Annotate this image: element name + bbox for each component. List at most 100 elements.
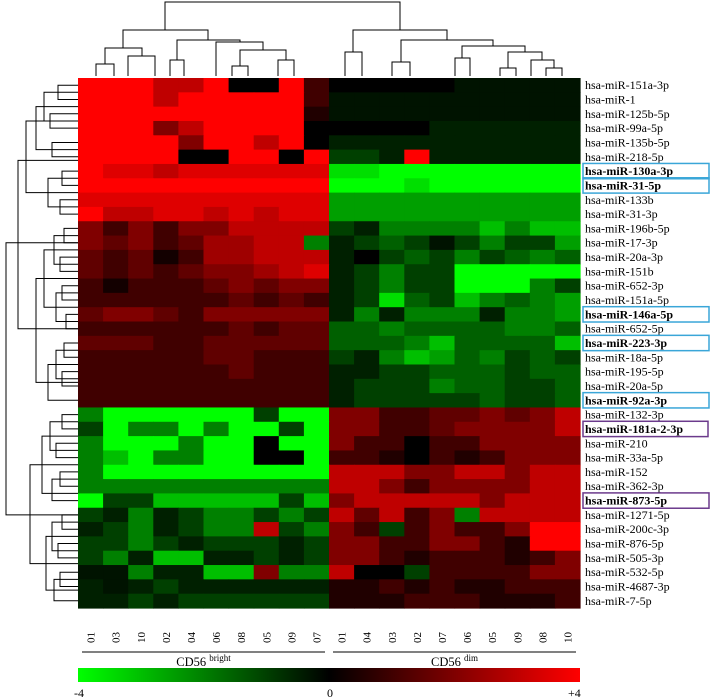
heatmap-cell — [78, 407, 104, 423]
heatmap-cell — [278, 335, 305, 351]
row-label: hsa-miR-132-3p — [585, 408, 664, 422]
heatmap-cell — [78, 378, 104, 394]
heatmap-cell — [153, 78, 179, 93]
heatmap-cell — [153, 335, 179, 351]
dendrogram-branch — [51, 478, 78, 502]
heatmap-cell — [203, 565, 230, 580]
heatmap-cell — [228, 106, 255, 122]
heatmap-cell — [554, 407, 581, 423]
group-labels: CD56 bright CD56 dim — [82, 651, 576, 669]
highlight-box — [582, 305, 710, 323]
row-label: hsa-miR-151a-5p — [585, 293, 669, 307]
heatmap-cell — [303, 149, 330, 165]
heatmap-cell — [303, 249, 330, 265]
heatmap-cell — [228, 307, 255, 323]
heatmap-cell — [128, 307, 154, 323]
heatmap-cell — [203, 235, 230, 251]
heatmap-cell — [78, 450, 104, 466]
heatmap-cell — [504, 364, 531, 380]
heatmap-cell — [203, 493, 230, 509]
heatmap-cell — [479, 507, 506, 523]
heatmap-cell — [454, 335, 481, 351]
heatmap-cell — [329, 350, 355, 366]
color-scale-label: -4 — [74, 686, 84, 700]
heatmap-cell — [454, 407, 481, 423]
heatmap-cell — [379, 536, 405, 552]
heatmap-cell — [253, 579, 280, 595]
heatmap-cell — [429, 149, 456, 165]
heatmap-cell — [228, 278, 255, 294]
heatmap-cell — [253, 92, 280, 108]
heatmap-cell — [454, 92, 481, 108]
heatmap-cell — [228, 292, 255, 308]
row-label: hsa-miR-18a-5p — [585, 350, 663, 364]
dendrogram-branch — [17, 159, 78, 330]
heatmap-cell — [128, 450, 154, 466]
heatmap-cell — [78, 292, 104, 308]
heatmap-cell — [303, 436, 330, 452]
heatmap-cell — [454, 120, 481, 136]
heatmap-cell — [278, 350, 305, 366]
heatmap-cell — [103, 407, 129, 423]
heatmap-cell — [529, 579, 556, 595]
heatmap-cell — [103, 135, 129, 151]
heatmap-cell — [278, 178, 305, 194]
heatmap-cell — [429, 565, 456, 580]
heatmap-cell — [278, 550, 305, 566]
heatmap-cell — [354, 235, 380, 251]
heatmap-cell — [203, 192, 230, 208]
heatmap-cell — [203, 393, 230, 409]
heatmap-cell — [128, 350, 154, 366]
heatmap-cell — [228, 579, 255, 595]
heatmap-cell — [554, 78, 581, 93]
heatmap-cell — [278, 206, 305, 222]
heatmap-cell — [253, 163, 280, 179]
heatmap-cell — [529, 450, 556, 466]
heatmap-cell — [479, 421, 506, 437]
heatmap-cell — [329, 579, 355, 595]
heatmap-cell — [228, 92, 255, 108]
color-scale-label: 0 — [327, 686, 333, 700]
heatmap-cell — [554, 307, 581, 323]
heatmap-cell — [103, 507, 129, 523]
heatmap-cell — [379, 493, 405, 509]
heatmap-cell — [78, 249, 104, 265]
heatmap-cell — [178, 507, 205, 523]
heatmap-cell — [354, 364, 380, 380]
heatmap-cell — [479, 264, 506, 280]
heatmap-cell — [253, 135, 280, 151]
heatmap-cell — [329, 106, 355, 122]
heatmap-cell — [128, 120, 154, 136]
heatmap-cell — [329, 593, 355, 609]
heatmap-cell — [504, 436, 531, 452]
heatmap-cell — [554, 565, 581, 580]
heatmap-cell — [454, 78, 481, 93]
heatmap-cell — [454, 135, 481, 151]
heatmap-cell — [454, 249, 481, 265]
heatmap-cell — [253, 550, 280, 566]
heatmap-cell — [504, 307, 531, 323]
heatmap-cell — [479, 92, 506, 108]
column-label: 01 — [86, 632, 98, 643]
heatmap-cell — [203, 292, 230, 308]
heatmap-cell — [78, 120, 104, 136]
heatmap-cell — [303, 507, 330, 523]
heatmap-cell — [529, 235, 556, 251]
highlight-box — [582, 162, 710, 180]
heatmap-cell — [278, 149, 305, 165]
column-label: 03 — [111, 632, 123, 644]
heatmap-cell — [78, 149, 104, 165]
heatmap-cell — [128, 92, 154, 108]
heatmap-cell — [529, 135, 556, 151]
heatmap-cell — [529, 507, 556, 523]
heatmap-cell — [554, 550, 581, 566]
heatmap-cell — [429, 264, 456, 280]
heatmap-cell — [278, 450, 305, 466]
heatmap-cell — [153, 163, 179, 179]
heatmap-cell — [228, 235, 255, 251]
heatmap-cell — [303, 178, 330, 194]
heatmap-cell — [554, 163, 581, 179]
heatmap-cell — [278, 407, 305, 423]
heatmap-cell — [454, 479, 481, 494]
heatmap-cell — [178, 464, 205, 480]
